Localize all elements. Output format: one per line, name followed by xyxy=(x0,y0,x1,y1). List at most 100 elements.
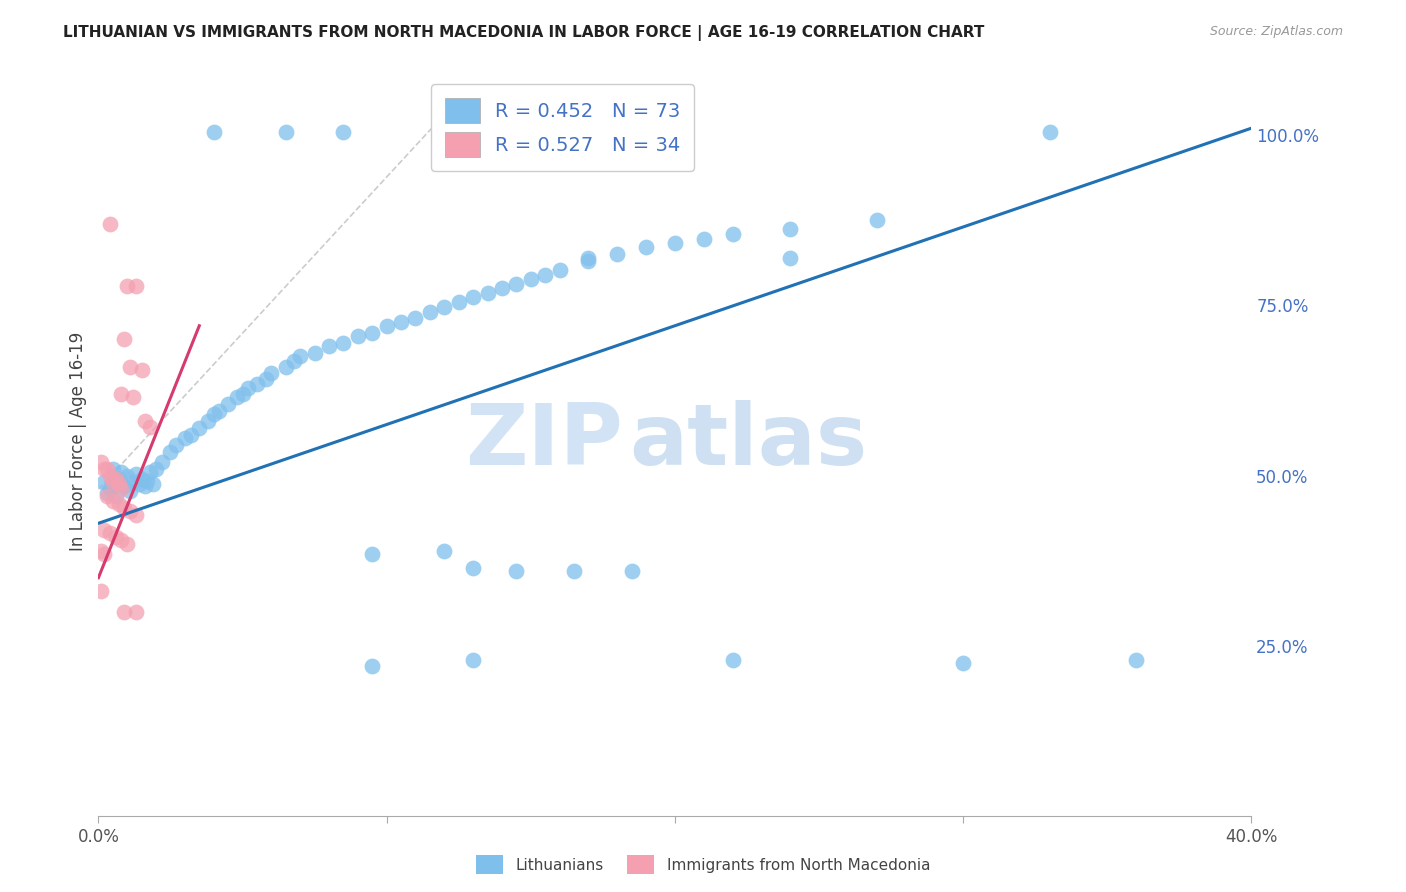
Point xyxy=(90,584,112,599)
Point xyxy=(274,125,297,139)
Point xyxy=(202,125,225,139)
Point xyxy=(721,227,744,241)
Point xyxy=(461,290,484,304)
Point xyxy=(98,468,121,483)
Point xyxy=(548,263,571,277)
Point xyxy=(217,397,239,411)
Point xyxy=(142,476,165,491)
Text: Source: ZipAtlas.com: Source: ZipAtlas.com xyxy=(1209,25,1343,38)
Point xyxy=(107,497,129,511)
Point xyxy=(110,387,132,401)
Point xyxy=(433,300,456,314)
Point xyxy=(721,652,744,666)
Point xyxy=(188,421,211,435)
Point xyxy=(112,605,135,619)
Point xyxy=(866,213,889,227)
Text: atlas: atlas xyxy=(628,400,868,483)
Point xyxy=(159,444,181,458)
Point xyxy=(98,217,121,231)
Point xyxy=(225,390,247,404)
Point xyxy=(461,560,484,574)
Point xyxy=(246,376,269,391)
Point xyxy=(125,605,148,619)
Point xyxy=(332,125,354,139)
Point xyxy=(98,481,121,495)
Point xyxy=(361,659,384,673)
Point xyxy=(290,350,312,364)
Point xyxy=(433,543,456,558)
Point xyxy=(93,475,115,490)
Point xyxy=(104,530,127,544)
Point xyxy=(101,494,124,508)
Point xyxy=(274,359,297,374)
Point xyxy=(361,547,384,561)
Point xyxy=(125,508,148,522)
Point xyxy=(117,468,139,483)
Point xyxy=(90,543,112,558)
Point xyxy=(110,482,132,496)
Point xyxy=(122,390,145,404)
Point xyxy=(664,235,686,250)
Point xyxy=(578,254,600,268)
Point xyxy=(96,489,118,503)
Point xyxy=(96,485,118,500)
Point xyxy=(520,272,543,286)
Text: ZIP: ZIP xyxy=(465,400,623,483)
Point xyxy=(93,462,115,476)
Point xyxy=(477,286,499,301)
Point xyxy=(125,279,148,293)
Point xyxy=(104,472,127,486)
Point xyxy=(505,564,527,578)
Point xyxy=(136,474,159,488)
Point xyxy=(180,427,202,442)
Point xyxy=(131,363,153,377)
Point xyxy=(491,281,513,295)
Point xyxy=(318,339,340,353)
Point xyxy=(112,479,135,493)
Point xyxy=(110,533,132,548)
Point xyxy=(128,476,150,491)
Legend: R = 0.452   N = 73, R = 0.527   N = 34: R = 0.452 N = 73, R = 0.527 N = 34 xyxy=(432,84,695,171)
Point xyxy=(117,279,139,293)
Point xyxy=(238,381,260,395)
Point xyxy=(202,407,225,421)
Point xyxy=(405,310,427,325)
Point xyxy=(779,251,801,265)
Point xyxy=(447,294,470,309)
Point xyxy=(112,332,135,346)
Point xyxy=(1125,652,1147,666)
Point xyxy=(112,501,135,516)
Point xyxy=(332,335,354,350)
Point xyxy=(139,419,162,434)
Point xyxy=(122,475,145,490)
Point xyxy=(1039,125,1062,139)
Point xyxy=(505,277,527,291)
Point xyxy=(93,523,115,537)
Point xyxy=(117,537,139,551)
Point xyxy=(101,462,124,476)
Point xyxy=(534,268,557,282)
Point xyxy=(134,479,156,493)
Point xyxy=(389,315,412,329)
Point xyxy=(361,326,384,340)
Point xyxy=(461,652,484,666)
Point xyxy=(693,231,716,245)
Point xyxy=(254,372,277,386)
Legend: Lithuanians, Immigrants from North Macedonia: Lithuanians, Immigrants from North Maced… xyxy=(470,849,936,880)
Point xyxy=(120,504,142,518)
Point xyxy=(107,476,129,491)
Point xyxy=(375,318,398,333)
Point xyxy=(606,247,628,261)
Point xyxy=(578,251,600,265)
Point xyxy=(283,354,305,368)
Point xyxy=(562,564,585,578)
Point xyxy=(197,414,219,428)
Point xyxy=(952,656,974,670)
Point xyxy=(120,359,142,374)
Point xyxy=(110,465,132,479)
Point xyxy=(231,387,254,401)
Point xyxy=(139,465,162,479)
Point xyxy=(208,404,231,418)
Point xyxy=(346,329,368,343)
Point xyxy=(260,367,283,381)
